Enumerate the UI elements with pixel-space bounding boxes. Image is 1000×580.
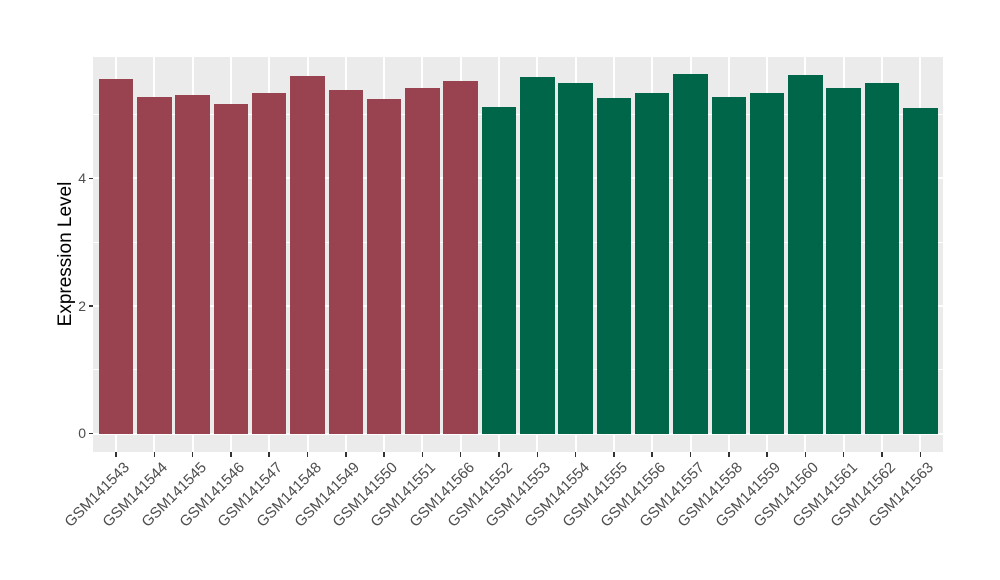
x-tick-mark xyxy=(728,452,730,457)
h-gridline-major xyxy=(93,432,943,435)
h-gridline-minor xyxy=(93,113,943,115)
bar-GSM141566 xyxy=(443,80,478,434)
x-tick-mark xyxy=(919,452,922,457)
bar-GSM141547 xyxy=(251,92,287,434)
x-tick-mark xyxy=(383,452,385,457)
bar-GSM141559 xyxy=(749,93,785,434)
bar-GSM141555 xyxy=(596,97,632,434)
x-tick-mark xyxy=(881,452,883,457)
x-tick-mark xyxy=(230,452,232,457)
x-tick-mark xyxy=(345,452,347,457)
x-tick-mark xyxy=(498,452,500,457)
x-tick-mark xyxy=(574,452,577,457)
h-gridline-minor xyxy=(93,241,943,243)
bar-GSM141558 xyxy=(711,97,747,434)
x-tick-mark xyxy=(613,452,615,457)
x-tick-mark xyxy=(689,452,692,457)
x-tick-mark xyxy=(804,452,807,457)
bar-GSM141548 xyxy=(290,76,325,434)
h-gridline-minor xyxy=(93,369,943,371)
y-tick-label: 0 xyxy=(78,425,86,442)
y-tick-mark xyxy=(89,432,93,435)
x-tick-mark xyxy=(115,452,117,457)
x-tick-mark xyxy=(306,452,309,457)
bar-GSM141554 xyxy=(558,83,593,434)
bar-GSM141546 xyxy=(213,104,249,434)
y-tick-mark xyxy=(89,177,93,180)
y-tick-mark xyxy=(89,305,93,307)
x-tick-mark xyxy=(766,452,768,457)
bar-GSM141561 xyxy=(826,88,861,434)
h-gridline-major xyxy=(93,177,943,180)
bar-GSM141551 xyxy=(405,88,440,434)
bar-GSM141550 xyxy=(366,99,402,434)
bar-GSM141563 xyxy=(903,108,938,434)
bar-GSM141552 xyxy=(481,106,517,434)
h-gridline-major xyxy=(93,305,943,307)
x-tick-mark xyxy=(268,452,270,457)
y-tick-label: 2 xyxy=(78,297,86,314)
y-tick-label: 4 xyxy=(78,169,86,186)
bar-GSM141560 xyxy=(788,74,823,434)
bar-GSM141549 xyxy=(328,89,364,434)
x-tick-mark xyxy=(153,452,156,457)
bar-GSM141557 xyxy=(673,74,708,434)
bar-GSM141556 xyxy=(634,92,670,434)
bar-GSM141553 xyxy=(520,76,555,434)
bar-GSM141545 xyxy=(175,94,210,434)
x-tick-mark xyxy=(459,452,462,457)
bar-GSM141543 xyxy=(98,79,134,434)
bar-GSM141544 xyxy=(137,97,172,434)
plot-panel xyxy=(93,57,943,452)
bar-GSM141562 xyxy=(864,82,900,434)
x-tick-mark xyxy=(842,452,845,457)
x-tick-mark xyxy=(651,452,653,457)
x-tick-mark xyxy=(536,452,539,457)
x-tick-mark xyxy=(421,452,424,457)
x-tick-mark xyxy=(191,452,194,457)
